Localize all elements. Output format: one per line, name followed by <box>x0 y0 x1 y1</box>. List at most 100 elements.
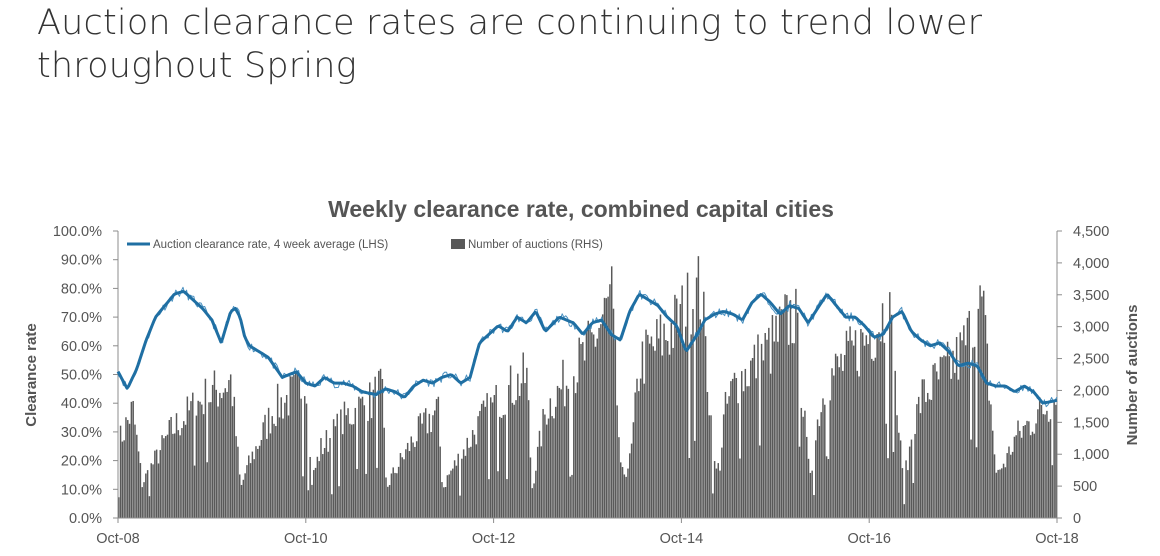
auction-bar <box>121 441 124 518</box>
auction-bar <box>937 379 940 518</box>
auction-bar <box>600 324 602 518</box>
auction-bar <box>558 387 561 518</box>
auction-bar <box>123 440 125 518</box>
auction-bar <box>461 458 463 518</box>
auction-bar <box>150 463 152 518</box>
auction-bar <box>665 340 667 518</box>
auction-bar <box>840 353 842 518</box>
auction-bar <box>921 379 924 518</box>
auction-bar <box>1038 397 1041 518</box>
auction-bar <box>777 341 779 518</box>
auction-bar <box>500 417 503 518</box>
auction-bar <box>370 418 373 518</box>
auction-bar <box>484 406 487 518</box>
auction-bar <box>294 373 297 518</box>
auction-bar <box>629 453 631 518</box>
auction-bar <box>242 479 245 518</box>
auction-bar <box>815 440 817 518</box>
right-tick-label: 500 <box>1073 479 1097 495</box>
auction-bar <box>544 414 546 518</box>
auction-bar <box>231 406 234 518</box>
auction-bar <box>869 333 871 518</box>
auction-bar <box>302 476 304 518</box>
auction-bar <box>959 332 961 518</box>
auction-bar <box>1051 465 1054 518</box>
auction-bar <box>744 368 747 518</box>
auction-bar <box>224 388 227 518</box>
auction-bar <box>775 315 777 518</box>
auction-bar <box>508 385 510 518</box>
right-tick-label: 3,000 <box>1073 320 1109 336</box>
auction-bar <box>881 303 884 518</box>
auction-bar <box>311 484 313 518</box>
auction-bar <box>358 396 360 518</box>
auction-bar <box>237 446 239 518</box>
auction-bar <box>618 437 620 518</box>
auction-bar <box>378 370 380 518</box>
auction-bar <box>972 347 974 518</box>
auction-bar <box>273 423 275 518</box>
auction-bar <box>349 423 351 518</box>
auction-bar <box>1035 423 1037 518</box>
auction-bar <box>963 325 965 518</box>
legend: Auction clearance rate, 4 week average (… <box>127 239 603 251</box>
auction-bar <box>354 407 357 518</box>
auction-bar <box>345 415 348 518</box>
auction-bar <box>412 442 414 518</box>
auction-bar <box>923 379 925 518</box>
auction-bar <box>955 336 958 518</box>
auction-bar <box>574 393 577 518</box>
auction-bar <box>939 356 942 518</box>
auction-bar <box>356 468 358 518</box>
auction-bar <box>1042 414 1045 518</box>
right-tick-label: 2,500 <box>1073 352 1109 368</box>
auction-bar <box>818 426 821 518</box>
auction-bar <box>946 341 949 518</box>
left-tick-label: 90.0% <box>61 253 102 269</box>
auction-bar <box>867 344 869 518</box>
auction-bar <box>170 416 172 518</box>
auction-bar <box>639 378 642 518</box>
auction-bar <box>473 434 476 518</box>
auction-bar <box>421 423 423 518</box>
auction-bar <box>861 332 864 518</box>
auction-bar <box>271 416 273 518</box>
auction-bar <box>217 406 219 518</box>
auction-bar <box>910 439 913 518</box>
auction-bar <box>824 404 826 518</box>
auction-bar <box>556 385 559 518</box>
auction-bar <box>475 444 478 518</box>
auction-bar <box>894 370 896 518</box>
auction-bar <box>807 458 810 518</box>
auction-bar <box>798 446 801 518</box>
auction-bar <box>849 326 851 518</box>
auction-bar <box>578 337 580 518</box>
auction-bar <box>143 482 145 518</box>
auction-bar <box>802 416 804 518</box>
auction-bar <box>856 370 859 518</box>
auction-bar <box>694 440 696 518</box>
auction-bar <box>267 407 270 518</box>
auction-bar <box>248 455 250 518</box>
auction-bar <box>809 472 812 518</box>
auction-bar <box>195 415 198 518</box>
auction-bar <box>266 438 268 518</box>
auction-bar <box>771 315 774 518</box>
auction-bar <box>435 399 438 518</box>
auction-bar <box>621 467 624 518</box>
auction-bar <box>540 446 543 518</box>
auction-bar <box>309 456 311 518</box>
auction-bar <box>719 470 721 518</box>
auction-bar <box>255 446 257 518</box>
auction-bar <box>130 401 133 518</box>
auction-bar <box>157 463 160 518</box>
auction-bar <box>555 406 557 518</box>
auction-bar <box>513 404 515 518</box>
auction-bar <box>764 333 766 518</box>
chart-title: Weekly clearance rate, combined capital … <box>328 196 834 222</box>
auction-bar <box>471 430 474 518</box>
auction-bar <box>488 479 490 518</box>
auction-bar <box>177 430 180 518</box>
auction-bar <box>1015 435 1017 518</box>
auction-bar <box>650 336 653 518</box>
